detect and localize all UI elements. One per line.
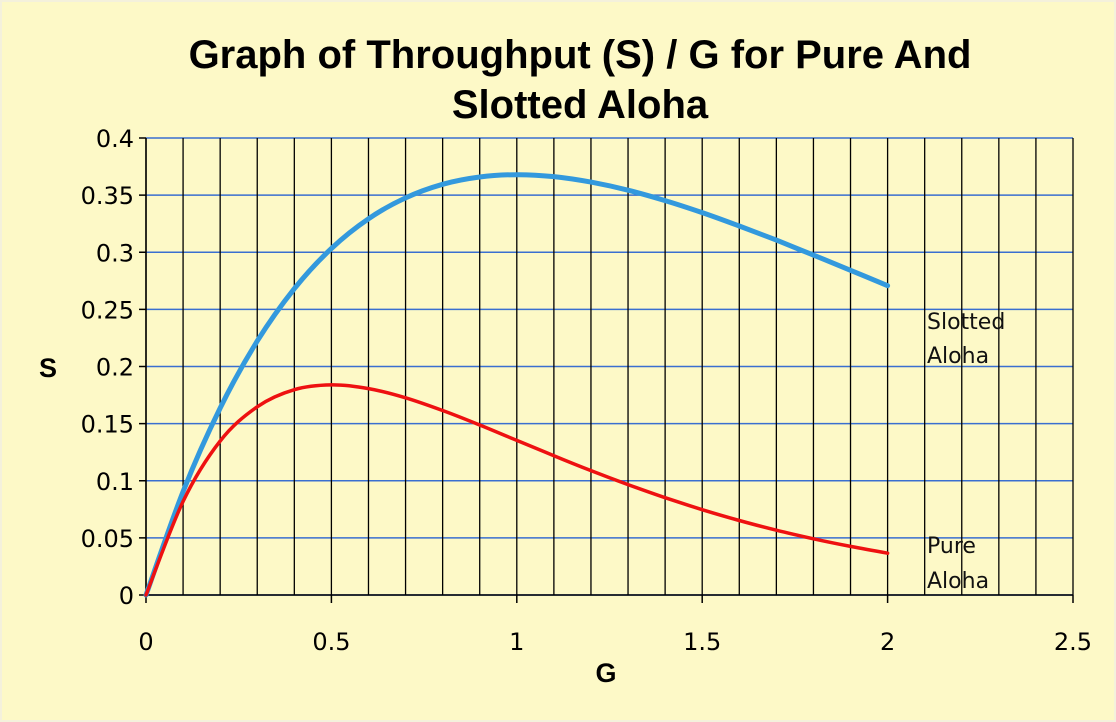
axes — [139, 137, 1074, 603]
x-tick-label: 2 — [880, 628, 895, 656]
vertical-gridlines — [145, 138, 1074, 595]
x-tick-label: 0.5 — [312, 628, 350, 656]
y-tick-label: 0.2 — [96, 354, 134, 382]
y-tick-label: 0.1 — [96, 468, 134, 496]
y-tick-label: 0 — [119, 582, 134, 610]
slotted-aloha-annotation-line-2: Aloha — [927, 344, 989, 369]
slotted-aloha-line — [143, 172, 891, 598]
y-tick-label: 0.25 — [81, 296, 134, 324]
y-tick-label: 0.3 — [96, 239, 134, 267]
y-tick-label: 0.15 — [81, 411, 134, 439]
series-lines — [143, 172, 891, 598]
x-axis-label: G — [595, 658, 616, 688]
chart-title: Graph of Throughput (S) / G for Pure And… — [80, 30, 1080, 130]
slotted-aloha-annotation-line-1: Slotted — [927, 310, 1005, 335]
y-tick-label: 0.05 — [81, 525, 134, 553]
x-tick-label: 1 — [509, 628, 524, 656]
x-tick-label: 0 — [138, 628, 153, 656]
chart-title-line-2: Slotted Aloha — [451, 83, 709, 127]
x-tick-label: 1.5 — [683, 628, 721, 656]
y-tick-label: 0.4 — [96, 125, 134, 153]
x-tick-label: 2.5 — [1054, 628, 1092, 656]
y-tick-labels: 0 0.05 0.1 0.15 0.2 0.25 0.3 0.35 0.4 — [81, 125, 134, 610]
chart-title-line-1: Graph of Throughput (S) / G for Pure And — [188, 33, 972, 77]
x-tick-labels: 0 0.5 1 1.5 2 2.5 — [138, 628, 1092, 656]
y-axis-label: S — [39, 353, 57, 383]
pure-aloha-line — [144, 383, 890, 597]
y-tick-label: 0.35 — [81, 182, 134, 210]
pure-aloha-annotation-line-1: Pure — [927, 534, 976, 559]
pure-aloha-annotation-line-2: Aloha — [927, 569, 989, 594]
